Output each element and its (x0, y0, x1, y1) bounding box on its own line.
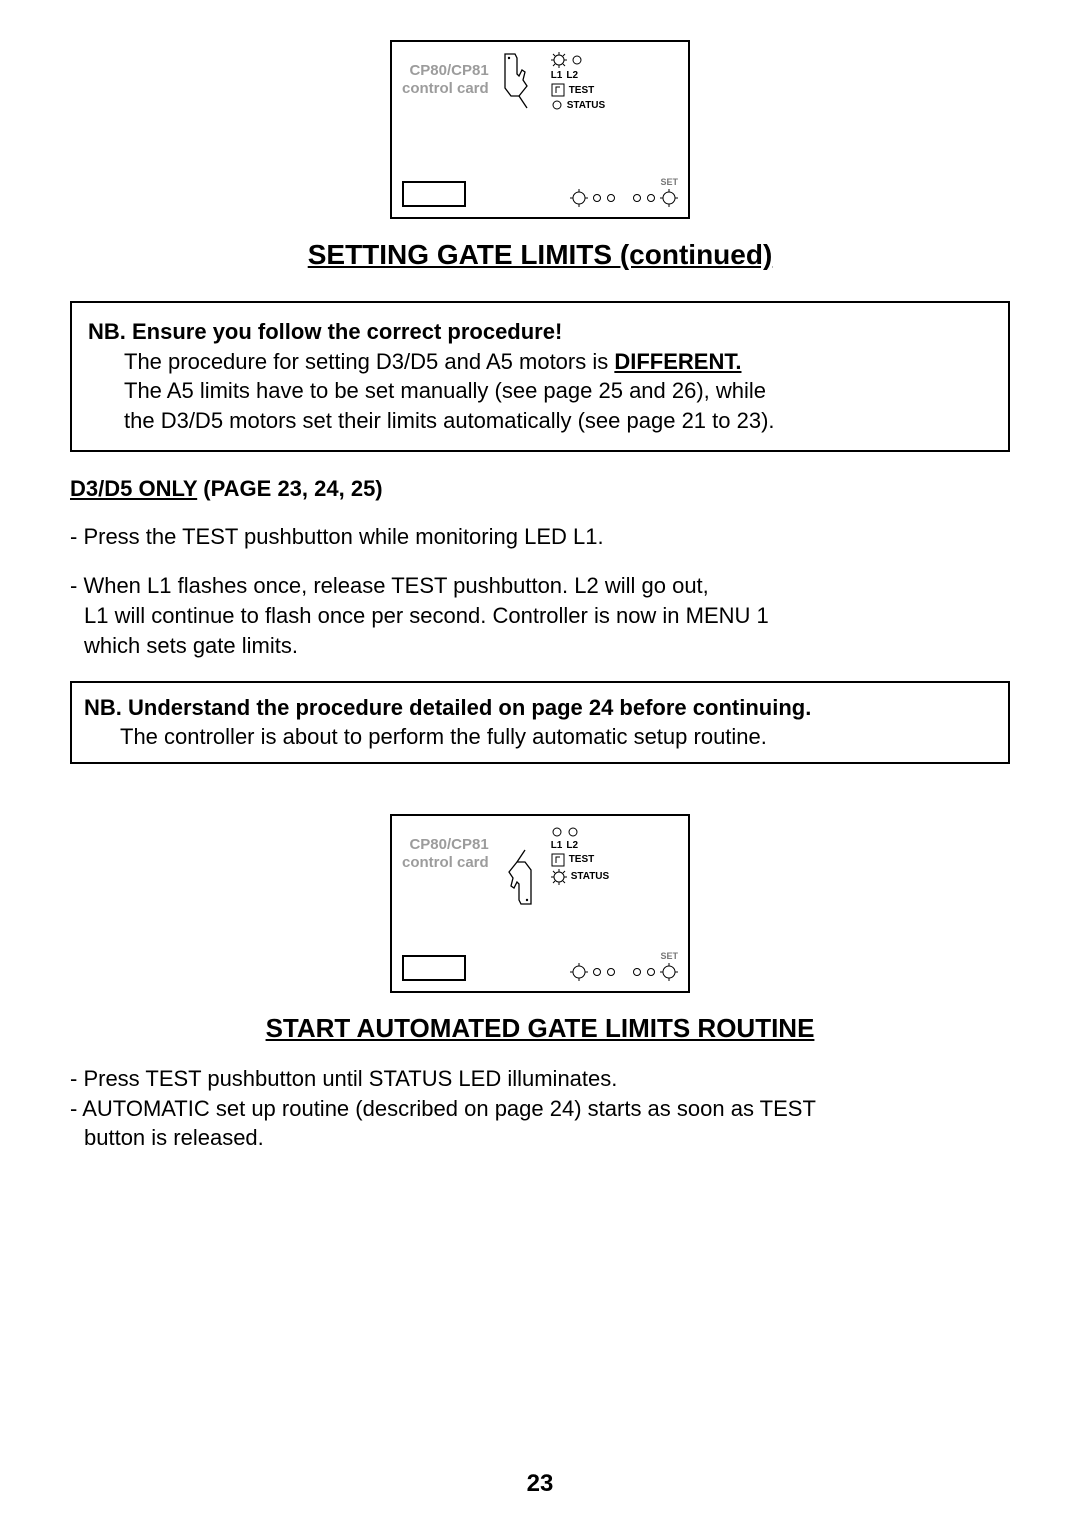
body2-p1: - Press TEST pushbutton until STATUS LED… (70, 1064, 1010, 1094)
card-label-text: CP80/CP81control card (402, 62, 489, 97)
led-l2-icon (571, 54, 583, 66)
heading-start-automated: START AUTOMATED GATE LIMITS ROUTINE (70, 1013, 1010, 1044)
subhead-rest: (PAGE 23, 24, 25) (197, 476, 382, 501)
led-icon (606, 967, 616, 977)
l1-label-2: L1 (551, 840, 563, 851)
status-label: STATUS (567, 100, 606, 111)
body2-p2: - AUTOMATIC set up routine (described on… (70, 1094, 1010, 1153)
status-led-icon (551, 99, 563, 111)
pot-icon (660, 963, 678, 981)
body-p2c: which sets gate limits. (84, 633, 298, 658)
body-instructions: - Press the TEST pushbutton while monito… (70, 522, 1010, 661)
test-label: TEST (569, 85, 595, 96)
diagram-top: CP80/CP81control card L1 L2 TE (390, 40, 690, 219)
note-box-understand: NB. Understand the procedure detailed on… (70, 681, 1010, 764)
subhead-underline: D3/D5 ONLY (70, 476, 197, 501)
led-icon (606, 193, 616, 203)
connector-box (402, 181, 466, 207)
l1-label: L1 (551, 70, 563, 81)
card-label-2: CP80/CP81control card (402, 836, 489, 872)
note-box-procedure: NB. Ensure you follow the correct proced… (70, 301, 1010, 452)
led-icon (592, 967, 602, 977)
status-label-2: STATUS (571, 871, 610, 882)
body2-p2b: button is released. (84, 1125, 264, 1150)
l2-label-2: L2 (566, 840, 578, 851)
hand-press-icon (501, 846, 547, 906)
led-strip (570, 189, 678, 207)
pot-icon (570, 963, 588, 981)
nb1-line3: the D3/D5 motors set their limits automa… (124, 406, 992, 436)
led-icon (646, 193, 656, 203)
led-l1-icon (551, 52, 567, 68)
nb1-line1-bold: DIFFERENT. (614, 349, 741, 374)
body-p1: - Press the TEST pushbutton while monito… (70, 522, 1010, 552)
pot-icon (660, 189, 678, 207)
card-label-text-2: CP80/CP81control card (402, 836, 489, 871)
body-p2b: L1 will continue to flash once per secon… (84, 603, 769, 628)
body-p2: - When L1 flashes once, release TEST pus… (70, 571, 1010, 660)
led-l1-icon (551, 826, 563, 838)
status-led-on-icon (551, 869, 567, 885)
subhead-d3d5: D3/D5 ONLY (PAGE 23, 24, 25) (70, 476, 1010, 502)
heading-setting-gate-limits: SETTING GATE LIMITS (continued) (70, 239, 1010, 271)
nb1-title: NB. Ensure you follow the correct proced… (88, 317, 992, 347)
led-icon (632, 193, 642, 203)
body-p2a: - When L1 flashes once, release TEST pus… (70, 573, 709, 598)
led-icon (632, 967, 642, 977)
led-icon (592, 193, 602, 203)
led-l2-icon (567, 826, 579, 838)
nb1-line1-pre: The procedure for setting D3/D5 and A5 m… (124, 349, 614, 374)
l2-label: L2 (566, 70, 578, 81)
body2-p2a: - AUTOMATIC set up routine (described on… (70, 1096, 816, 1121)
set-label: SET (570, 177, 678, 187)
test-button-icon (551, 853, 565, 867)
nb2-line1: The controller is about to perform the f… (120, 722, 996, 752)
nb2-title: NB. Understand the procedure detailed on… (84, 695, 811, 720)
test-label-2: TEST (569, 854, 595, 865)
card-label: CP80/CP81control card (402, 62, 489, 98)
hand-press-icon (497, 52, 543, 112)
body-instructions-2: - Press TEST pushbutton until STATUS LED… (70, 1064, 1010, 1153)
set-label-2: SET (570, 951, 678, 961)
diagram-bottom: CP80/CP81control card L1 L2 TEST (390, 814, 690, 993)
page: CP80/CP81control card L1 L2 TE (0, 0, 1080, 1528)
connector-box (402, 955, 466, 981)
page-number: 23 (0, 1470, 1080, 1498)
test-button-icon (551, 83, 565, 97)
pot-icon (570, 189, 588, 207)
nb1-line2: The A5 limits have to be set manually (s… (124, 376, 992, 406)
led-icon (646, 967, 656, 977)
led-strip-2 (570, 963, 678, 981)
